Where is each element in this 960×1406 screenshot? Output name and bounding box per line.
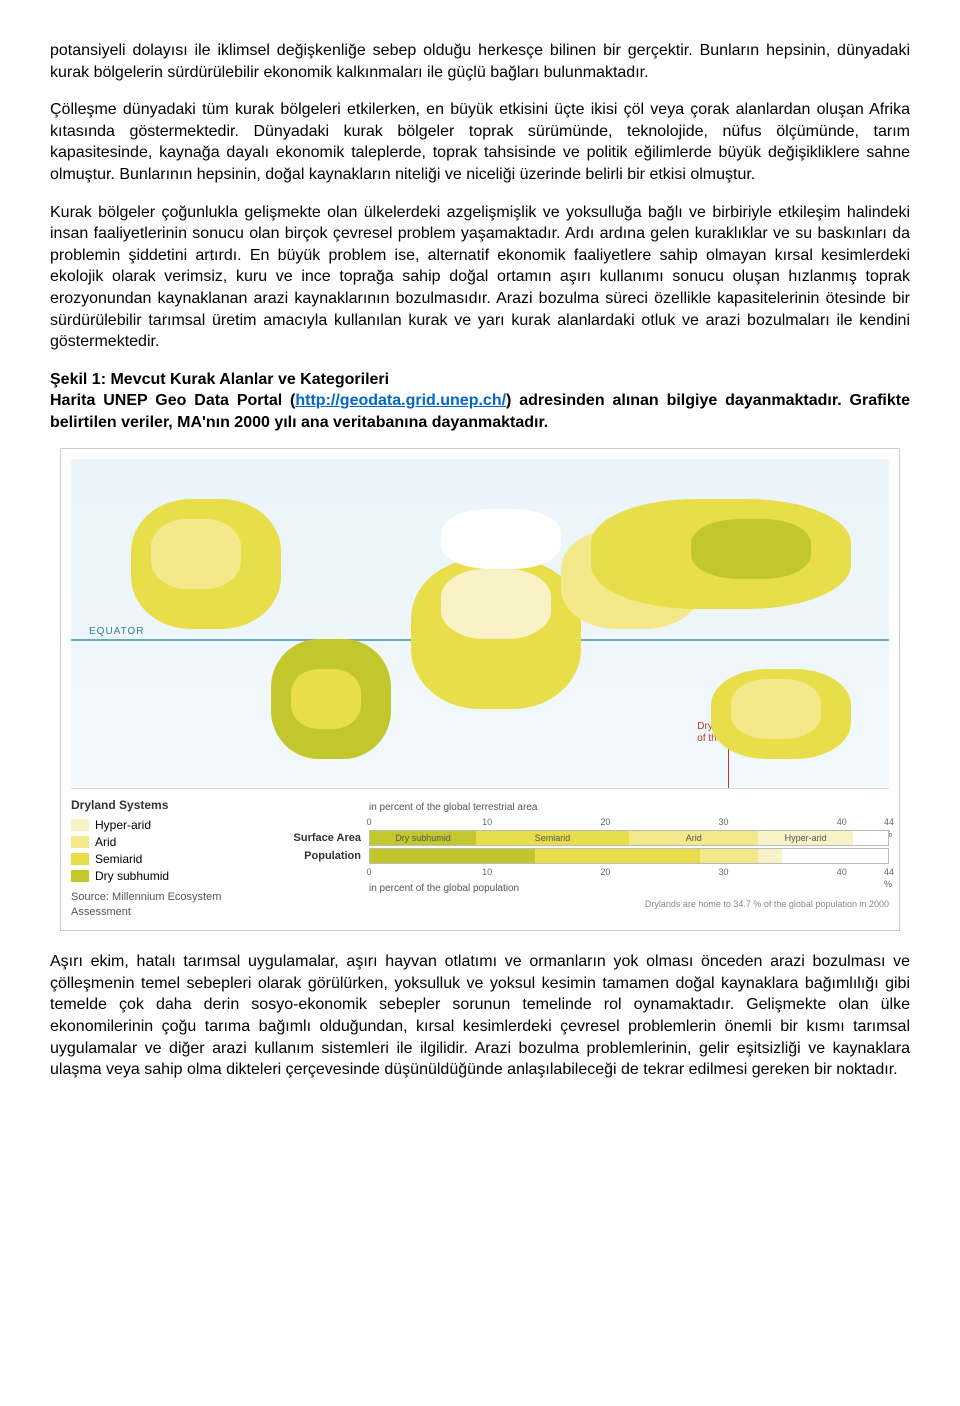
map-bottom-panel: Dryland Systems Hyper-aridAridSemiaridDr… [71, 789, 889, 921]
figure-source-link[interactable]: http://geodata.grid.unep.ch/ [295, 392, 506, 409]
map-region [441, 509, 561, 569]
map-region [291, 669, 361, 729]
legend-swatch [71, 853, 89, 865]
legend-swatch [71, 870, 89, 882]
paragraph-2: Çölleşme dünyadaki tüm kurak bölgeleri e… [50, 99, 910, 185]
surface-area-label: Surface Area [281, 831, 361, 846]
world-map-canvas: EQUATOR Dryland comprise 41.3 % of the g… [71, 459, 889, 789]
map-region [731, 679, 821, 739]
legend-block: Dryland Systems Hyper-aridAridSemiaridDr… [71, 797, 271, 921]
figure-caption-prefix: Harita UNEP Geo Data Portal ( [50, 392, 295, 409]
map-region [691, 519, 811, 579]
bar-segment [700, 849, 759, 863]
axis-tick: 20 [600, 866, 610, 878]
axis-tick: 40 [837, 866, 847, 878]
legend-source: Source: Millennium Ecosystem Assessment [71, 890, 271, 920]
legend-swatch [71, 836, 89, 848]
legend-label: Semiarid [95, 851, 142, 867]
axis-tick: 20 [600, 816, 610, 828]
bar-remainder [853, 831, 888, 845]
surface-area-bar: Dry subhumid Semiarid Arid Hyper-arid [369, 830, 889, 846]
legend-item: Dry subhumid [71, 868, 271, 884]
equator-label: EQUATOR [89, 625, 145, 639]
bars-block: in percent of the global terrestrial are… [281, 797, 889, 921]
legend-item: Semiarid [71, 851, 271, 867]
population-label: Population [281, 849, 361, 864]
axis-tick: 10 [482, 866, 492, 878]
map-region [151, 519, 241, 589]
axis-top-title: in percent of the global terrestrial are… [369, 801, 889, 815]
figure-title: Şekil 1: Mevcut Kurak Alanlar ve Kategor… [50, 369, 910, 391]
axis-tick: 10 [482, 816, 492, 828]
paragraph-3: Kurak bölgeler çoğunlukla gelişmekte ola… [50, 202, 910, 353]
axis-tick: 30 [719, 866, 729, 878]
population-bar [369, 848, 889, 864]
bar-segment [758, 849, 782, 863]
axis-tick: 0 [366, 866, 371, 878]
bar-segment-label: Hyper-arid [785, 832, 827, 844]
bar-segment [370, 849, 535, 863]
bar-segment [535, 849, 700, 863]
legend-item: Arid [71, 834, 271, 850]
map-region [441, 569, 551, 639]
axis-bottom-title: in percent of the global population [369, 882, 889, 896]
bar-remainder [782, 849, 888, 863]
paragraph-4: Aşırı ekim, hatalı tarımsal uygulamalar,… [50, 951, 910, 1081]
world-map-figure: EQUATOR Dryland comprise 41.3 % of the g… [60, 448, 900, 932]
bar-segment-label: Dry subhumid [395, 832, 451, 844]
legend-item: Hyper-arid [71, 817, 271, 833]
legend-label: Hyper-arid [95, 817, 151, 833]
legend-label: Dry subhumid [95, 868, 169, 884]
legend-title: Dryland Systems [71, 797, 271, 813]
paragraph-1: potansiyeli dolayısı ile iklimsel değişk… [50, 40, 910, 83]
bars-footnote: Drylands are home to 34.7 % of the globa… [369, 898, 889, 910]
axis-max-label: 44 % [884, 866, 894, 890]
axis-tick: 30 [719, 816, 729, 828]
axis-tick: 40 [837, 816, 847, 828]
axis-tick: 0 [366, 816, 371, 828]
figure-caption: Harita UNEP Geo Data Portal (http://geod… [50, 390, 910, 433]
bar-segment-label: Semiarid [535, 832, 571, 844]
bar-segment-label: Arid [686, 832, 702, 844]
legend-label: Arid [95, 834, 116, 850]
legend-swatch [71, 819, 89, 831]
